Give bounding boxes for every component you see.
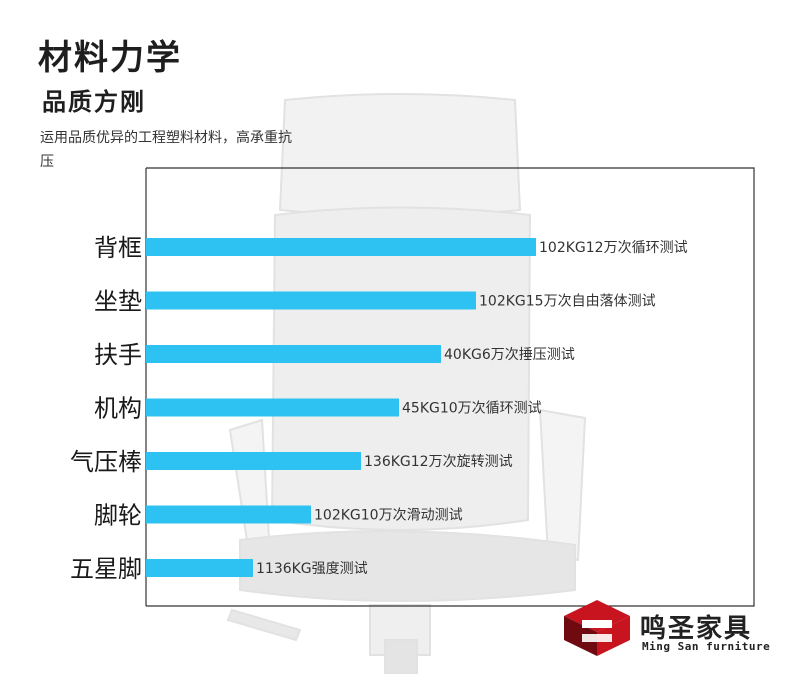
bar-2 [146,291,476,310]
bar-3 [146,345,441,363]
data-label: 102KG10万次滑动测试 [314,507,463,524]
category-label: 扶手 [94,341,142,369]
description-text: 运用品质优异的工程塑料材料，高承重抗压 [40,130,292,170]
bar-4 [146,398,399,417]
brand-name-en: Ming San furniture [642,640,771,653]
data-label: 102KG12万次循环测试 [539,240,688,256]
page-subtitle: 品质方刚 [42,88,146,116]
category-label: 五星脚 [70,555,142,583]
data-label: 1136KG强度测试 [256,561,368,577]
bar-6 [146,505,311,524]
bar-5 [146,452,361,470]
category-label: 机构 [94,395,142,423]
chart-frame [146,167,755,607]
brand-mark-icon [564,600,630,656]
data-label: 102KG15万次自由落体测试 [479,294,656,310]
brand-name-cn: 鸣圣家具 [640,614,753,644]
brand-logo: 鸣圣家具 Ming San furniture [562,598,792,658]
category-label: 背框 [94,234,142,262]
category-label: 坐垫 [94,288,142,316]
category-label: 脚轮 [94,502,142,530]
data-label: 40KG6万次捶压测试 [444,347,575,363]
bar-7 [146,559,253,577]
page-title: 材料力学 [38,38,182,78]
data-label: 136KG12万次旋转测试 [364,454,513,470]
category-label: 气压棒 [70,448,142,476]
data-label: 45KG10万次循环测试 [402,401,542,417]
bar-1 [146,238,536,256]
